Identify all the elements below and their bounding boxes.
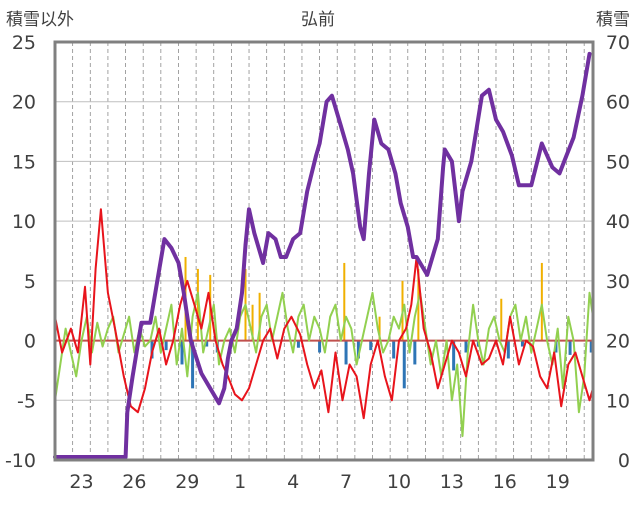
left-y-tick-label: 0 [24,331,36,353]
left-y-tick-label: 5 [24,271,36,293]
precipitation-bar [180,340,184,365]
left-y-tick-label: 25 [12,32,36,54]
left-axis-label: 積雪以外 [6,10,74,30]
lines-layer [53,51,594,459]
precipitation-bar [520,340,524,347]
snowfall-bar [540,262,543,341]
precipitation-bar [464,340,468,353]
right-y-tick-label: 20 [606,331,630,353]
precipitation-bar [344,340,348,365]
x-tick-label: 16 [493,471,517,493]
precipitation-bar [191,340,195,389]
precipitation-bar [369,340,373,351]
x-tick-label: 10 [387,471,411,493]
left-y-tick-label: -5 [17,390,36,412]
snowfall-bar [378,316,381,341]
precipitation-bar [589,340,593,353]
right-y-tick-label: 40 [606,211,630,233]
precipitation-bar [452,340,456,371]
x-tick-label: 19 [546,471,570,493]
chart-title: 弘前 [301,10,335,30]
precipitation-bar [356,340,360,359]
precipitation-bar [164,340,168,351]
right-y-tick-label: 0 [618,450,630,472]
snowfall-bar [258,292,261,341]
precipitation-bar [413,340,417,365]
right-y-tick-label: 60 [606,92,630,114]
x-tick-label: 7 [340,471,352,493]
precipitation-bar [392,340,396,359]
right-y-tick-label: 30 [606,271,630,293]
x-tick-label: 23 [69,471,93,493]
x-tick-label: 13 [440,471,464,493]
precipitation-bar [205,340,209,347]
plot-frame [53,40,595,462]
snowfall-bar [251,304,254,341]
x-tick-label: 29 [175,471,199,493]
snowfall-bar [343,262,346,341]
precipitation-bar [568,340,572,355]
right-y-tick-label: 70 [606,32,630,54]
precipitation-bar [296,340,300,348]
left-y-tick-label: 10 [12,211,36,233]
precipitation-bar [318,340,322,353]
precipitation-bar [506,340,510,359]
x-tick-label: 26 [122,471,146,493]
left-y-tick-label: 15 [12,151,36,173]
left-y-tick-label: 20 [12,92,36,114]
temperature-line [54,208,594,420]
grid-layer [55,42,593,460]
precipitation-bar [402,340,406,389]
snow-depth-line [53,51,592,459]
x-tick-label: 4 [287,471,299,493]
right-y-tick-label: 10 [606,390,630,412]
left-y-tick-label: -10 [5,450,36,472]
snowfall-bar [196,268,199,341]
right-y-tick-label: 50 [606,151,630,173]
x-tick-label: 1 [234,471,246,493]
snowfall-bar [500,298,503,341]
right-axis-label: 積雪 [596,10,630,30]
